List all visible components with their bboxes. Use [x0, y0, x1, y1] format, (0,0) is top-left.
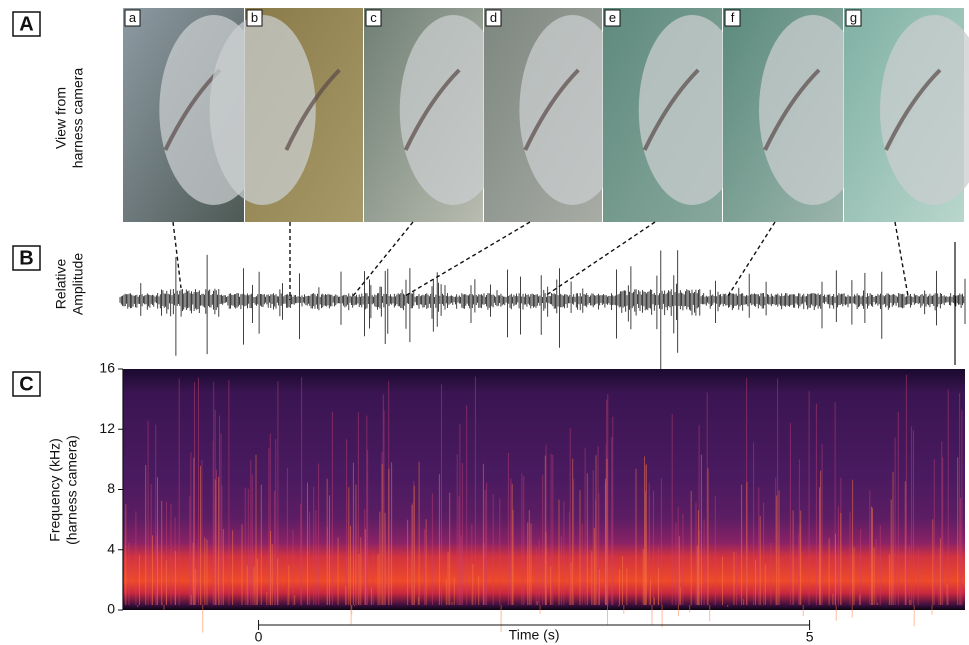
- panel-y-label: harness camera: [70, 68, 86, 169]
- mouth: [403, 68, 461, 151]
- photo-tag-box: [604, 9, 621, 27]
- photo-tag-box: [365, 9, 382, 27]
- mouth: [642, 68, 700, 151]
- photo-tag: f: [731, 10, 735, 25]
- dolphin: [638, 15, 746, 205]
- photo-tag-box: [246, 9, 263, 27]
- y-tick-label: 0: [107, 601, 115, 617]
- panel-label-text: A: [19, 13, 33, 35]
- panel-y-label: Amplitude: [70, 253, 86, 315]
- panel-y-label: Frequency (kHz): [47, 438, 63, 541]
- photo-tag-box: [724, 9, 741, 27]
- panel-label-c: C: [12, 371, 41, 397]
- panel-label-a: A: [12, 11, 41, 37]
- photo-tag: d: [490, 10, 497, 25]
- y-tick-label: 12: [99, 420, 115, 436]
- axis-labels: View from harness camera Relative Amplitude…: [47, 68, 86, 545]
- x-tick-label: 5: [806, 629, 814, 645]
- panel-label-b: B: [12, 245, 41, 271]
- panel-y-label: Relative: [53, 259, 69, 310]
- photo-tag-box: [485, 9, 502, 27]
- waveform: [119, 242, 966, 370]
- connector: [544, 221, 656, 297]
- spectrogram-background: [123, 369, 965, 610]
- dolphin: [880, 15, 969, 205]
- connector: [404, 221, 531, 297]
- mouth: [284, 68, 341, 151]
- connector: [352, 221, 414, 297]
- connector: [172, 221, 182, 289]
- panel-label-text: C: [19, 373, 33, 395]
- mouth: [763, 68, 821, 151]
- connector: [894, 221, 909, 297]
- dolphin: [399, 15, 507, 205]
- photo-tag-box: [845, 9, 862, 27]
- spectrogram-streaks: [125, 454, 959, 633]
- spectrogram: 0 4 8 12 16 0 5 Time (s): [99, 360, 965, 645]
- mouth: [884, 68, 942, 151]
- photo-tag: b: [251, 10, 258, 25]
- panel-y-label: View from: [53, 87, 69, 149]
- x-axis-label: Time (s): [509, 627, 560, 643]
- photo-strip: a b c d e f g: [123, 8, 969, 300]
- dolphin: [759, 15, 867, 205]
- spectrogram-streaks: [128, 374, 963, 605]
- waveform-trace: [119, 250, 966, 370]
- photo-tag: e: [609, 10, 616, 25]
- x-tick-label: 0: [255, 629, 263, 645]
- y-tick-label: 4: [107, 540, 115, 556]
- dolphin: [209, 15, 316, 205]
- y-tick-label: 8: [107, 480, 115, 496]
- photo-tag: a: [129, 10, 137, 25]
- panel-y-label: (harness camera): [64, 435, 80, 545]
- photo-tag: c: [370, 10, 377, 25]
- mouth: [523, 68, 580, 151]
- photo-tag-box: [124, 9, 141, 27]
- connector: [727, 221, 776, 297]
- y-tick-label: 16: [99, 360, 115, 376]
- photo-tag: g: [850, 10, 857, 25]
- panel-label-text: B: [19, 247, 33, 269]
- dolphin: [519, 15, 626, 205]
